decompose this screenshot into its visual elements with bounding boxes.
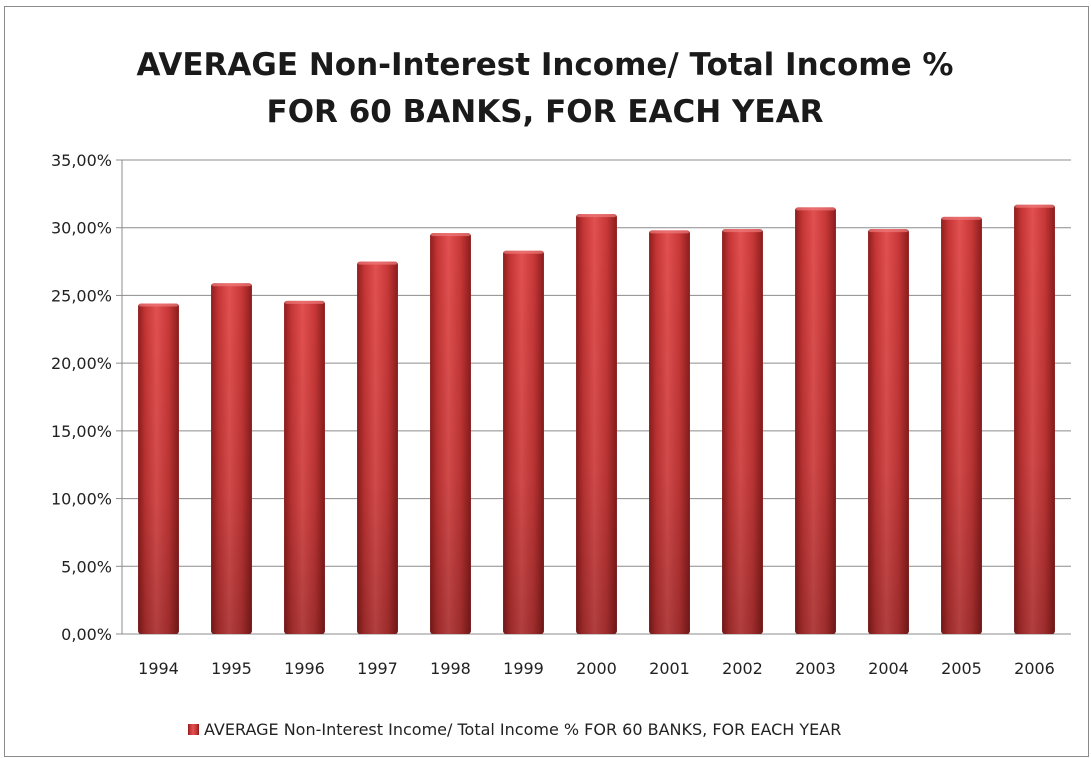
- bar: [868, 229, 909, 634]
- bar: [138, 303, 179, 634]
- y-tick-label: 20,00%: [51, 354, 112, 373]
- bar-shade: [722, 229, 763, 634]
- bar-highlight: [358, 261, 397, 265]
- x-tick-label: 1999: [503, 659, 544, 678]
- y-tick-label: 10,00%: [51, 490, 112, 509]
- bar: [649, 230, 690, 634]
- bar-shade: [503, 250, 544, 635]
- x-tick-label: 1994: [138, 659, 179, 678]
- bar: [576, 214, 617, 634]
- bar-highlight: [723, 229, 762, 233]
- x-tick-label: 2003: [795, 659, 836, 678]
- bar-highlight: [869, 229, 908, 233]
- y-axis-ticks: 0,00% 5,00% 10,00% 15,00% 20,00% 25,00% 30,00%…: [51, 151, 122, 644]
- bar: [357, 261, 398, 634]
- chart-title-line-2: FOR 60 BANKS, FOR EACH YEAR: [267, 94, 824, 130]
- x-tick-label: 2005: [941, 659, 982, 678]
- x-tick-label: 1997: [357, 659, 398, 678]
- bar-shade: [284, 300, 325, 634]
- bar-highlight: [1015, 204, 1054, 208]
- bar-highlight: [285, 300, 324, 304]
- x-tick-label: 1995: [211, 659, 252, 678]
- bar: [722, 229, 763, 634]
- x-axis-ticks: 1994 1995 1996 1997 1998 1999 2000 2001 2002 2003…: [138, 659, 1055, 678]
- bar: [430, 233, 471, 635]
- bar-shade: [357, 261, 398, 634]
- bar-shade: [430, 233, 471, 635]
- x-tick-label: 2001: [649, 659, 690, 678]
- bar-highlight: [942, 216, 981, 220]
- bar-highlight: [431, 233, 470, 237]
- bar: [284, 300, 325, 634]
- bar-shade: [868, 229, 909, 634]
- bar-highlight: [212, 283, 251, 287]
- bar: [211, 283, 252, 634]
- bar: [503, 250, 544, 635]
- bar-shade: [211, 283, 252, 634]
- legend-label: AVERAGE Non-Interest Income/ Total Incom…: [204, 720, 841, 739]
- bar-highlight: [577, 214, 616, 218]
- x-tick-label: 1996: [284, 659, 325, 678]
- bar-highlight: [796, 207, 835, 211]
- bar-shade: [649, 230, 690, 634]
- chart-title-line-1: AVERAGE Non-Interest Income/ Total Incom…: [137, 47, 954, 83]
- bar: [941, 216, 982, 634]
- bar-highlight: [139, 303, 178, 307]
- bar-shade: [576, 214, 617, 634]
- bar: [1014, 204, 1055, 635]
- y-tick-label: 25,00%: [51, 286, 112, 305]
- bar-shade: [138, 303, 179, 634]
- bar-highlight: [650, 230, 689, 234]
- bar-shade: [941, 216, 982, 634]
- y-tick-label: 15,00%: [51, 422, 112, 441]
- bar-highlight: [504, 250, 543, 254]
- x-tick-label: 2006: [1014, 659, 1055, 678]
- y-tick-label: 0,00%: [61, 625, 112, 644]
- legend: AVERAGE Non-Interest Income/ Total Incom…: [188, 720, 841, 739]
- y-tick-label: 5,00%: [61, 557, 112, 576]
- bar-shade: [1014, 204, 1055, 635]
- bar-shade: [795, 207, 836, 634]
- bars: [138, 204, 1055, 635]
- y-tick-label: 35,00%: [51, 151, 112, 170]
- bar: [795, 207, 836, 634]
- x-tick-label: 1998: [430, 659, 471, 678]
- legend-swatch: [188, 724, 199, 735]
- x-tick-label: 2000: [576, 659, 617, 678]
- y-tick-label: 30,00%: [51, 219, 112, 238]
- x-tick-label: 2002: [722, 659, 763, 678]
- x-tick-label: 2004: [868, 659, 909, 678]
